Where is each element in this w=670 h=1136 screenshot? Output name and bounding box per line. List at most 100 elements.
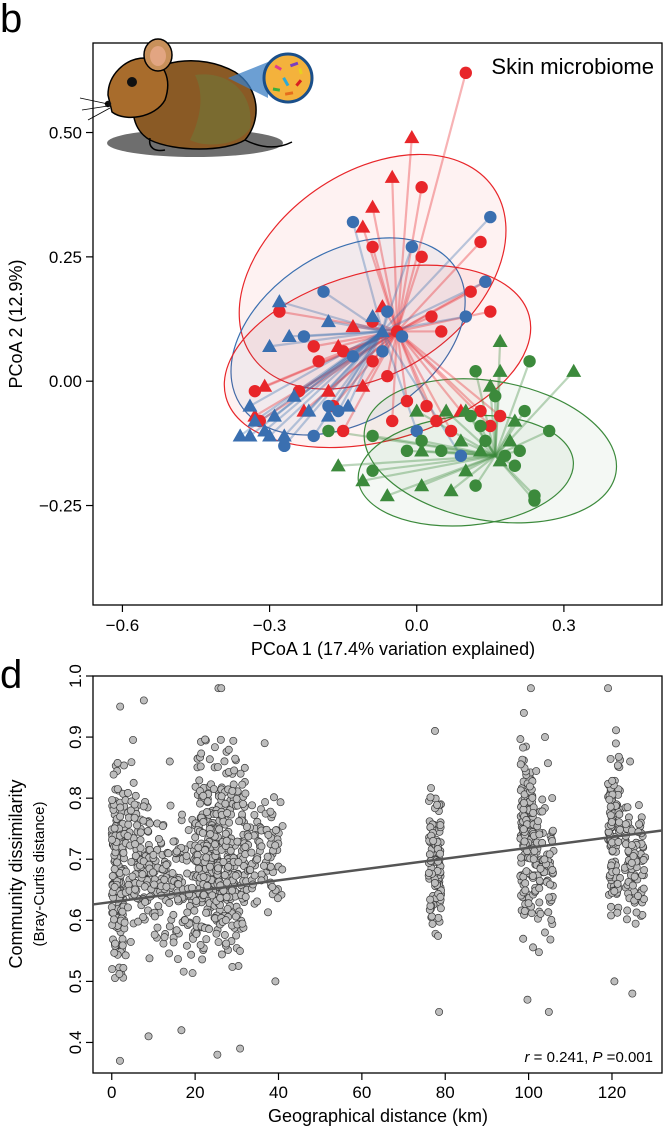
distance-point-1266 (545, 893, 553, 902)
distance-point-164 (116, 812, 125, 821)
pcoa-spoke-blue-triangle-16 (268, 330, 384, 437)
pcoa-spoke-green-triangle-15 (386, 454, 496, 497)
distance-x-tick-label-6: 120 (598, 1083, 626, 1102)
pcoa-spoke-blue-circle-12 (337, 330, 384, 412)
pcoa-point-blue-triangle-2 (262, 338, 278, 353)
pcoa-spoke-green-circle-0 (494, 360, 531, 457)
distance-point-1011 (425, 850, 434, 859)
distance-point-790 (225, 818, 234, 827)
pcoa-point-green-triangle-14 (355, 473, 371, 487)
distance-point-1212 (544, 908, 553, 917)
distance-point-1426 (630, 872, 639, 881)
pcoa-spoke-green-triangle-12 (450, 454, 496, 492)
distance-point-275 (136, 828, 145, 837)
distance-point-134 (108, 872, 117, 880)
distance-point-437 (173, 895, 182, 904)
distance-point-158 (118, 907, 127, 916)
pcoa-point-red-circle-23 (386, 414, 399, 428)
distance-point-1374 (612, 867, 621, 876)
distance-point-274 (138, 870, 147, 879)
distance-point-904 (246, 865, 255, 874)
pcoa-spoke-red-triangle-1 (391, 177, 399, 332)
pcoa-point-blue-circle-4 (317, 285, 330, 298)
pcoa-point-red-circle-26 (430, 414, 443, 428)
pcoa-point-green-circle-15 (508, 459, 522, 472)
distance-point-180 (144, 1032, 153, 1041)
pcoa-point-blue-circle-6 (459, 310, 472, 323)
pcoa-spoke-red-circle-2 (371, 246, 399, 332)
distance-point-910 (278, 822, 287, 830)
distance-point-810 (235, 817, 244, 826)
distance-point-408 (149, 851, 158, 859)
pcoa-y-tick-label-0: −0.25 (39, 497, 82, 516)
pcoa-spoke-blue-triangle-7 (308, 330, 384, 412)
pcoa-x-axis-label: PCoA 1 (17.4% variation explained) (251, 639, 535, 659)
distance-point-1170 (521, 879, 530, 888)
distance-point-233 (130, 800, 139, 809)
distance-point-633 (206, 862, 214, 871)
distance-point-812 (233, 837, 242, 846)
pcoa-spoke-red-circle-1 (396, 187, 423, 332)
distance-point-314 (188, 969, 197, 978)
pcoa-point-red-circle-24 (400, 394, 414, 408)
distance-point-891 (248, 801, 256, 810)
distance-point-659 (202, 808, 211, 817)
pcoa-spoke-red-circle-19 (259, 330, 398, 422)
distance-point-841 (260, 739, 269, 748)
pcoa-spoke-red-circle-28 (396, 330, 482, 412)
pcoa-point-red-circle-28 (474, 404, 487, 418)
pcoa-point-blue-triangle-0 (271, 294, 287, 308)
distance-point-1057 (527, 909, 536, 918)
distance-point-696 (229, 736, 238, 745)
distance-point-137 (108, 796, 117, 805)
distance-point-1181 (541, 733, 549, 742)
pcoa-point-green-circle-7 (415, 434, 428, 448)
pcoa-point-red-triangle-0 (404, 129, 420, 144)
distance-point-879 (273, 894, 282, 903)
pcoa-spoke-blue-triangle-9 (347, 331, 384, 407)
pcoa-point-green-circle-9 (366, 429, 379, 443)
distance-point-1450 (635, 820, 644, 829)
distance-point-423 (154, 835, 163, 843)
pcoa-y-tick-label-1: 0.00 (49, 372, 82, 391)
distance-point-853 (241, 789, 250, 798)
pcoa-point-blue-circle-11 (322, 399, 335, 413)
distance-point-411 (178, 810, 186, 819)
distance-point-809 (236, 769, 245, 778)
distance-point-952 (428, 919, 437, 928)
pcoa-point-green-circle-14 (513, 444, 526, 458)
distance-point-284 (143, 827, 152, 835)
distance-point-1040 (523, 995, 532, 1004)
distance-point-415 (168, 869, 177, 878)
pcoa-point-green-circle-12 (435, 444, 448, 458)
distance-point-1167 (519, 709, 528, 717)
distance-point-1267 (548, 866, 557, 874)
pcoa-point-red-circle-12 (273, 305, 286, 318)
distance-point-1173 (520, 837, 529, 846)
distance-point-1054 (516, 735, 525, 744)
pcoa-spoke-red-circle-30 (396, 330, 501, 417)
distance-point-271 (122, 867, 131, 876)
distance-point-849 (261, 798, 270, 807)
pcoa-point-green-triangle-9 (473, 443, 489, 457)
pcoa-point-green-circle-18 (528, 494, 541, 507)
distance-y-tick-label-0: 0.4 (66, 1031, 85, 1055)
distance-point-566 (198, 955, 207, 964)
distance-point-609 (212, 929, 221, 938)
distance-point-656 (199, 872, 208, 881)
distance-point-670 (236, 1044, 245, 1053)
pcoa-spoke-red-circle-21 (332, 330, 398, 407)
distance-point-644 (210, 840, 219, 849)
pcoa-spoke-red-circle-5 (396, 256, 423, 332)
distance-point-1041 (526, 684, 535, 693)
distance-point-1254 (546, 880, 554, 889)
pcoa-spoke-green-triangle-16 (338, 454, 496, 467)
distance-point-416 (169, 938, 178, 947)
distance-point-404 (181, 916, 189, 925)
distance-point-1176 (519, 825, 528, 834)
distance-point-661 (199, 817, 208, 826)
distance-point-272 (131, 840, 139, 849)
distance-point-149 (118, 941, 127, 950)
distance-point-1260 (536, 909, 545, 918)
